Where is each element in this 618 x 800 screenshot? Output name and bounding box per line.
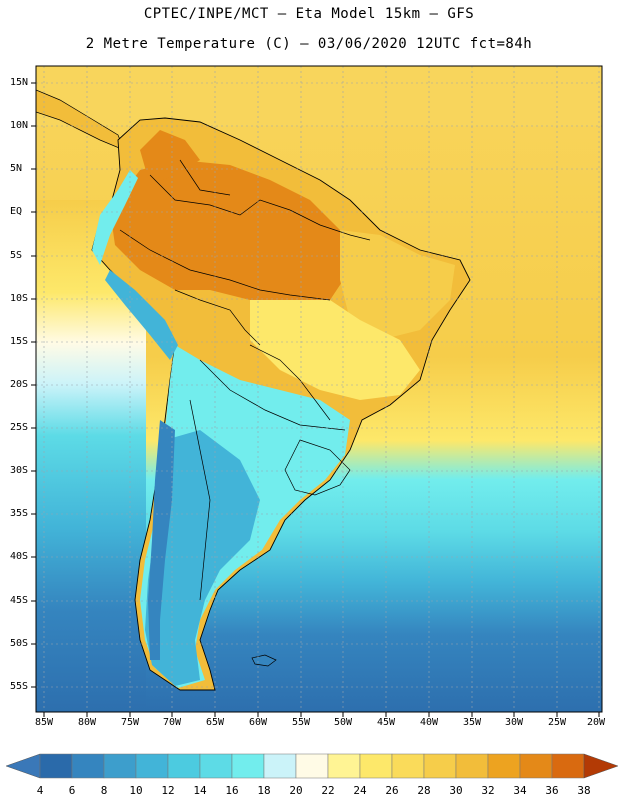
lat-label: EQ bbox=[10, 206, 23, 217]
colorbar-swatch bbox=[359, 753, 393, 779]
colorbar-label: 34 bbox=[513, 784, 527, 797]
colorbar-swatch bbox=[423, 753, 457, 779]
lat-label: 50S bbox=[10, 638, 29, 649]
andes-central-ridge bbox=[105, 270, 178, 360]
colorbar-label: 24 bbox=[353, 784, 367, 797]
colorbar bbox=[5, 753, 618, 779]
lat-label: 15N bbox=[10, 77, 29, 88]
colorbar-label: 12 bbox=[161, 784, 175, 797]
lat-label: 35S bbox=[10, 508, 29, 519]
lon-label: 50W bbox=[333, 717, 353, 728]
colorbar-low-arrow bbox=[5, 753, 41, 779]
colorbar-swatch bbox=[167, 753, 201, 779]
colorbar-swatch bbox=[135, 753, 169, 779]
colorbar-label: 14 bbox=[193, 784, 207, 797]
colorbar-swatch bbox=[71, 753, 105, 779]
map-title: CPTEC/INPE/MCT – Eta Model 15km – GFS bbox=[143, 6, 475, 22]
lon-label: 20W bbox=[586, 717, 606, 728]
colorbar-label: 8 bbox=[100, 784, 108, 797]
lat-label: 30S bbox=[10, 465, 29, 476]
lon-label: 40W bbox=[419, 717, 439, 728]
andes-north-ridge bbox=[92, 170, 138, 265]
colorbar-swatch bbox=[103, 753, 137, 779]
colorbar-high-arrow bbox=[583, 753, 618, 779]
lon-label: 70W bbox=[162, 717, 182, 728]
colorbar-label: 6 bbox=[68, 784, 76, 797]
tick-marks bbox=[31, 82, 600, 717]
lon-label: 80W bbox=[77, 717, 97, 728]
colorbar-label: 20 bbox=[289, 784, 303, 797]
colorbar-swatch bbox=[295, 753, 329, 779]
lon-label: 25W bbox=[547, 717, 567, 728]
colorbar-swatch bbox=[487, 753, 521, 779]
colorbar-label: 18 bbox=[257, 784, 271, 797]
colorbar-swatch bbox=[39, 753, 73, 779]
lat-label: 5N bbox=[10, 163, 23, 174]
lat-label: 40S bbox=[10, 551, 29, 562]
central-brazil bbox=[250, 300, 420, 400]
caribbean-sea bbox=[36, 66, 602, 126]
lon-label: 30W bbox=[504, 717, 524, 728]
lat-label: 55S bbox=[10, 681, 29, 692]
lon-label: 55W bbox=[291, 717, 311, 728]
colorbar-swatch bbox=[231, 753, 265, 779]
colorbar-label: 10 bbox=[129, 784, 143, 797]
lat-label: 15S bbox=[10, 336, 29, 347]
colorbar-swatch bbox=[455, 753, 489, 779]
colorbar-label: 4 bbox=[36, 784, 44, 797]
central-america bbox=[36, 89, 125, 151]
colorbar-swatch bbox=[519, 753, 553, 779]
country-borders bbox=[119, 159, 371, 601]
colorbar-label: 16 bbox=[225, 784, 239, 797]
northeast-warm bbox=[340, 230, 455, 340]
colorbar-label: 32 bbox=[481, 784, 495, 797]
colorbar-label: 36 bbox=[545, 784, 559, 797]
lon-label: 65W bbox=[205, 717, 225, 728]
colorbar-label: 38 bbox=[577, 784, 591, 797]
lat-label: 20S bbox=[10, 379, 29, 390]
colorbar-label: 26 bbox=[385, 784, 399, 797]
colorbar-label: 22 bbox=[321, 784, 335, 797]
lat-label: 25S bbox=[10, 422, 29, 433]
lon-label: 85W bbox=[34, 717, 54, 728]
map-subtitle: 2 Metre Temperature (C) – 03/06/2020 12U… bbox=[85, 36, 533, 52]
patagonia-cold bbox=[145, 430, 260, 686]
lat-label: 10N bbox=[10, 120, 29, 131]
colorbar-swatch bbox=[551, 753, 585, 779]
colorbar-swatch bbox=[263, 753, 297, 779]
colorbar-label: 28 bbox=[417, 784, 431, 797]
lon-label: 60W bbox=[248, 717, 268, 728]
andes-warm-strip bbox=[140, 130, 200, 185]
map-frame bbox=[35, 65, 603, 713]
graticule bbox=[36, 66, 602, 712]
colorbar-label: 30 bbox=[449, 784, 463, 797]
colorbar-swatch bbox=[199, 753, 233, 779]
lat-label: 5S bbox=[10, 250, 23, 261]
colorbar-swatch bbox=[391, 753, 425, 779]
lat-label: 10S bbox=[10, 293, 29, 304]
amazon-hot-region bbox=[110, 160, 350, 310]
colorbar-swatch bbox=[327, 753, 361, 779]
andes-cold-ridge bbox=[148, 420, 175, 660]
lat-label: 45S bbox=[10, 595, 29, 606]
lon-label: 35W bbox=[462, 717, 482, 728]
lon-label: 45W bbox=[376, 717, 396, 728]
lon-label: 75W bbox=[120, 717, 140, 728]
